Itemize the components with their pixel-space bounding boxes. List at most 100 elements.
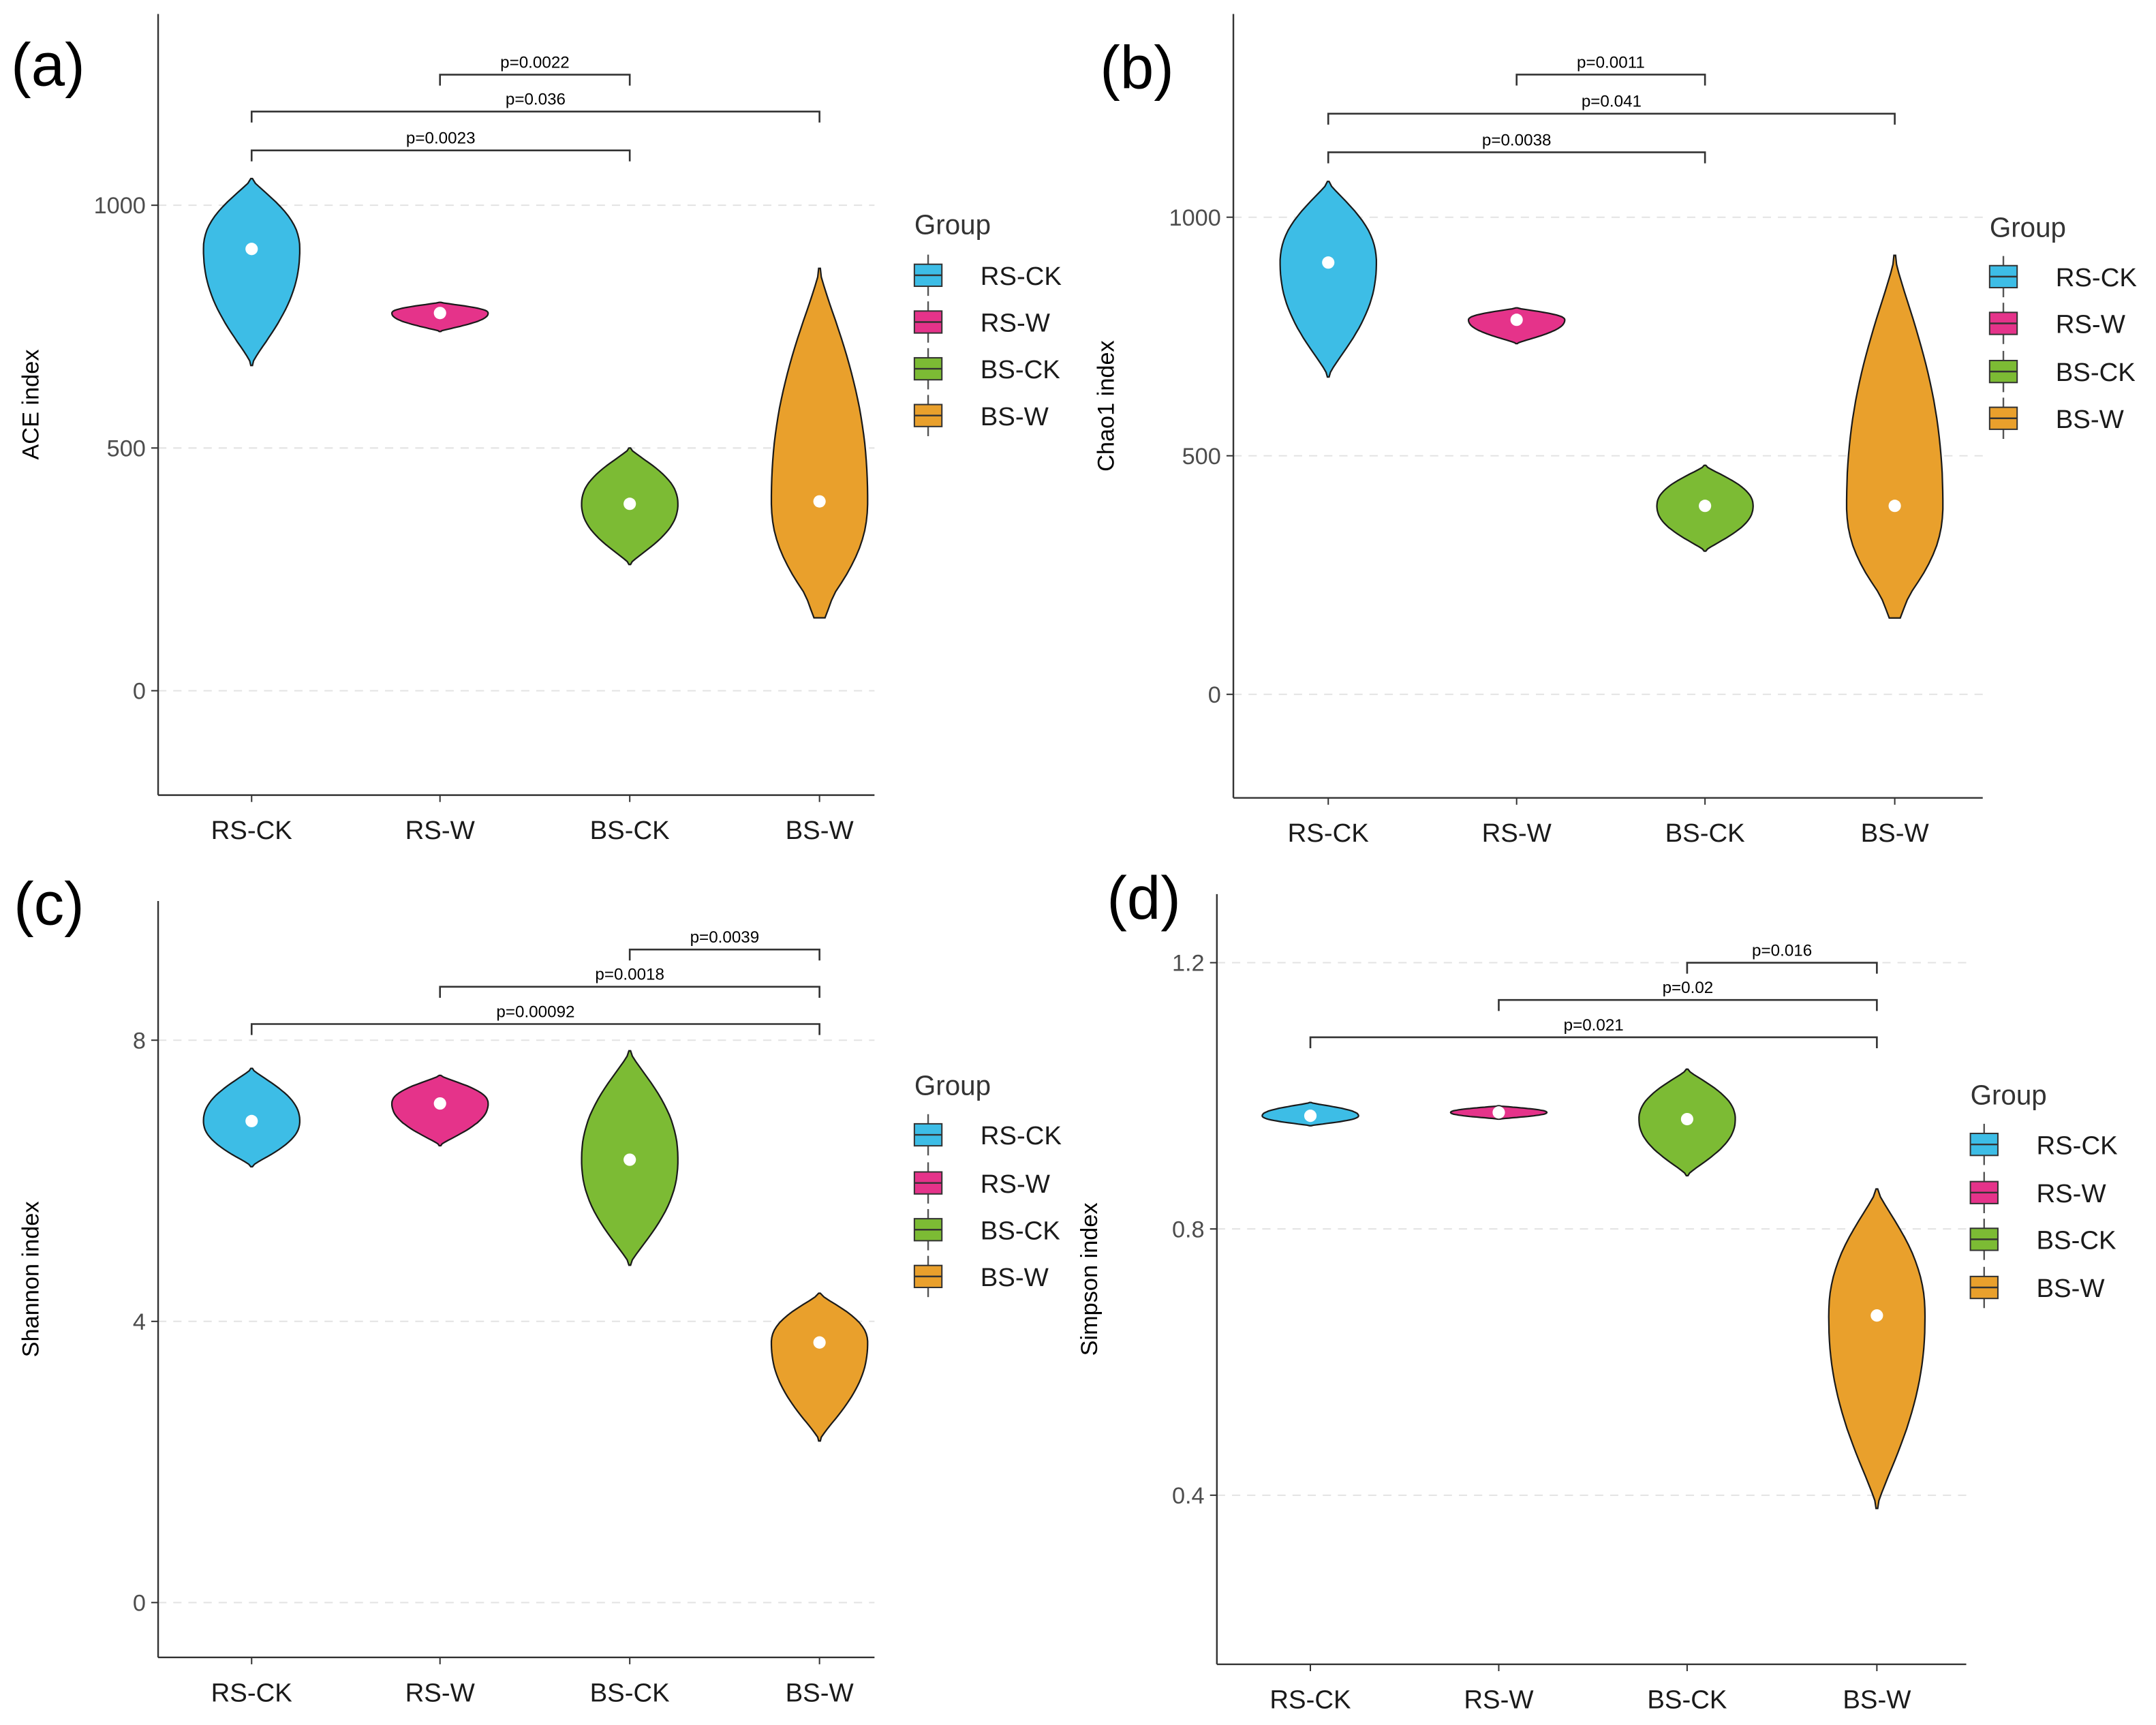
significance-bracket (1327, 151, 1706, 164)
significance-bracket (1686, 962, 1878, 974)
panel-label: (b) (1100, 33, 1173, 101)
y-tick-label: 500 (1182, 444, 1221, 470)
legend-item-bs-w: BS-W (1969, 1266, 2105, 1309)
legend-item-bs-w: BS-W (913, 395, 1049, 436)
p-value-label: p=0.02 (1663, 979, 1714, 997)
legend-label: RS-CK (2056, 263, 2138, 292)
x-tick-label: RS-W (1482, 819, 1552, 848)
p-value-label: p=0.0039 (690, 928, 760, 947)
center-point (623, 498, 636, 510)
center-point (813, 1336, 826, 1349)
center-point (1322, 256, 1335, 269)
center-point (1680, 1112, 1693, 1126)
legend-label: BS-CK (981, 1216, 1061, 1245)
y-tick-label: 4 (133, 1309, 146, 1335)
legend-item-rs-w: RS-W (913, 301, 1051, 343)
violin-bs-w (770, 267, 869, 619)
p-value-label: p=0.036 (506, 91, 566, 109)
legend-label: BS-CK (2056, 358, 2136, 387)
violin-rs-ck (202, 177, 301, 367)
center-point (1510, 314, 1523, 326)
x-tick-label: RS-CK (211, 816, 293, 845)
y-tick-label: 1.2 (1172, 951, 1205, 977)
center-point (433, 1097, 446, 1110)
center-point (623, 1153, 636, 1166)
legend: Group RS-CK RS-W BS-CK BS-W (913, 1070, 1062, 1298)
y-tick-label: 8 (133, 1028, 146, 1054)
center-point (245, 1114, 258, 1127)
center-point (245, 243, 258, 256)
panel-a: (a) 0 500 1000 ACE index RS-CK RS-W BS-CK BS-W p=… (11, 14, 1062, 845)
center-point (433, 307, 446, 320)
panel-c: (c) 0 4 8 Shannon index RS-CK RS-W BS-CK BS-W p=0… (14, 870, 1062, 1707)
x-tick-label: RS-CK (211, 1678, 293, 1707)
x-tick-label: BS-W (1861, 819, 1930, 848)
legend-label: RS-W (2036, 1179, 2106, 1208)
violin-rs-ck (1279, 181, 1377, 378)
legend-item-bs-ck: BS-CK (913, 348, 1061, 390)
significance-bracket (439, 986, 820, 998)
x-tick-label: RS-CK (1288, 819, 1370, 848)
legend-label: BS-W (981, 1263, 1049, 1292)
legend-item-rs-w: RS-W (1988, 303, 2126, 344)
x-tick-label: BS-CK (1665, 819, 1746, 848)
y-tick-label: 1000 (1169, 205, 1221, 231)
center-point (1492, 1106, 1505, 1119)
significance-bracket (250, 1023, 820, 1035)
x-tick-label: BS-CK (590, 1678, 671, 1707)
legend-label: BS-CK (2036, 1226, 2116, 1255)
p-value-label: p=0.0023 (406, 129, 476, 148)
center-point (1870, 1309, 1883, 1322)
p-value-label: p=0.0022 (500, 53, 570, 72)
y-tick-label: 0.8 (1172, 1217, 1205, 1242)
x-tick-label: BS-CK (590, 816, 671, 845)
x-tick-label: RS-W (405, 1678, 476, 1707)
panel-label: (c) (14, 870, 84, 937)
significance-bracket (1309, 1036, 1878, 1049)
legend-label: RS-CK (981, 1121, 1062, 1150)
y-tick-label: 1000 (94, 193, 146, 219)
legend: Group RS-CK RS-W BS-CK BS-W (913, 209, 1062, 436)
y-tick-label: 0 (133, 679, 146, 705)
x-tick-label: RS-CK (1269, 1685, 1351, 1714)
legend-title: Group (914, 1070, 991, 1101)
p-value-label: p=0.0038 (1482, 131, 1552, 149)
panel-label: (a) (11, 31, 85, 98)
significance-bracket (628, 948, 820, 961)
legend-item-rs-ck: RS-CK (913, 1114, 1062, 1156)
legend-item-rs-ck: RS-CK (913, 254, 1062, 296)
p-value-label: p=0.021 (1564, 1016, 1624, 1035)
center-point (1304, 1110, 1317, 1123)
legend-label: BS-CK (981, 355, 1061, 384)
y-tick-label: 0 (1208, 682, 1221, 708)
legend-label: RS-CK (981, 262, 1062, 291)
p-value-label: p=0.0018 (595, 966, 664, 984)
panel-b: (b) 0 500 1000 Chao1 index RS-CK RS-W BS-CK BS-W… (1093, 14, 2137, 848)
violin-bs-w (770, 1292, 869, 1442)
y-axis-title: Chao1 index (1093, 340, 1119, 472)
panel-label: (d) (1107, 864, 1181, 932)
y-tick-label: 0 (133, 1590, 146, 1616)
violin-rs-w (390, 1074, 489, 1147)
significance-bracket (1515, 74, 1706, 86)
violin-bs-w (1828, 1188, 1926, 1510)
significance-bracket (1327, 112, 1896, 125)
legend: Group RS-CK RS-W BS-CK BS-W (1969, 1080, 2118, 1309)
x-tick-label: RS-W (1464, 1685, 1534, 1714)
y-axis-title: ACE index (18, 350, 44, 460)
significance-bracket (439, 74, 631, 86)
legend-title: Group (914, 209, 991, 240)
p-value-label: p=0.00092 (496, 1003, 574, 1021)
center-point (813, 495, 826, 508)
legend-item-bs-w: BS-W (1988, 397, 2125, 439)
legend-title: Group (1971, 1080, 2047, 1111)
violin-bs-w (1845, 254, 1944, 619)
legend-item-rs-w: RS-W (913, 1162, 1051, 1204)
center-point (1888, 500, 1901, 513)
y-axis-title: Simpson index (1077, 1202, 1103, 1356)
x-tick-label: BS-W (786, 816, 854, 845)
legend-item-bs-ck: BS-CK (1988, 350, 2136, 393)
legend-label: RS-W (981, 309, 1051, 338)
panel-d: (d) 0.4 0.8 1.2 Simpson index RS-CK RS-W BS-CK B… (1077, 864, 2118, 1714)
